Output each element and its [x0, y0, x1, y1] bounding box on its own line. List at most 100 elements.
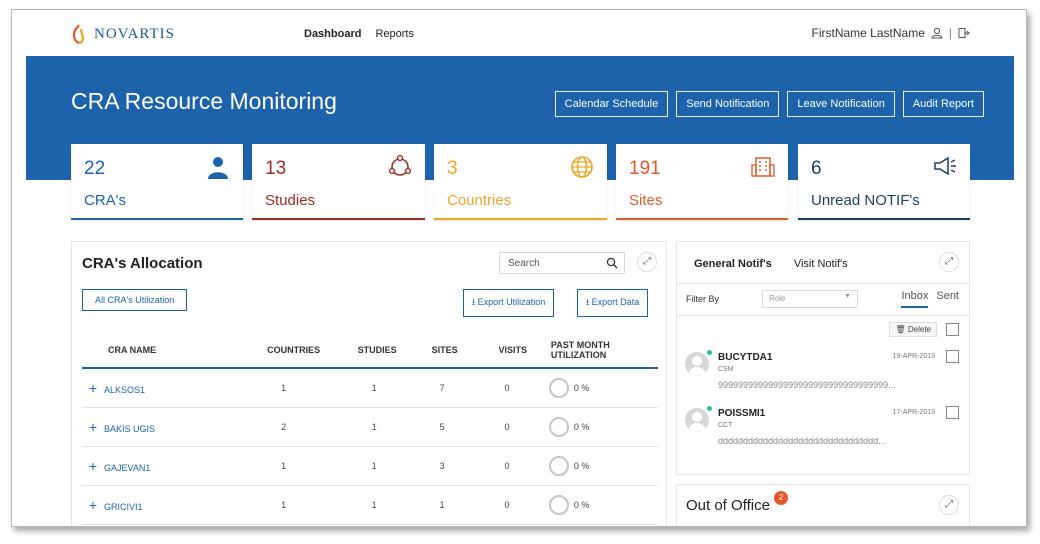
- filter-by-label: Filter By: [686, 294, 720, 304]
- mailbox-toggle: Inbox Sent: [901, 290, 959, 308]
- send-notification-button[interactable]: Send Notification: [676, 91, 780, 117]
- stat-underline: [71, 218, 243, 220]
- table-row[interactable]: + BAKIS UGIS 2 1 5 0 0 %: [82, 407, 658, 447]
- visits-cell: 0: [496, 407, 549, 447]
- allocation-search-input[interactable]: Search: [499, 252, 625, 274]
- app-window: NOVARTIS Dashboard Reports FirstName Las…: [11, 9, 1027, 527]
- utilization-cell: 0 %: [548, 485, 658, 525]
- utilization-value: 0 %: [573, 460, 590, 471]
- download-icon: ⭳: [472, 297, 476, 307]
- col-cra-name[interactable]: CRA NAME: [82, 332, 266, 369]
- table-row[interactable]: + GAJEVAN1 1 1 3 0 0 %: [82, 446, 658, 486]
- sent-tab[interactable]: Sent: [936, 290, 959, 302]
- expand-row-icon[interactable]: +: [88, 457, 98, 474]
- col-sites[interactable]: SITES: [429, 332, 497, 369]
- stat-value: 13: [265, 158, 287, 179]
- select-all-checkbox[interactable]: [946, 323, 959, 336]
- export-utilization-button[interactable]: ⭳ Export Utilization: [463, 289, 555, 317]
- cra-name[interactable]: BAKIS UGIS: [104, 423, 156, 434]
- user-profile-icon[interactable]: [931, 27, 943, 39]
- expand-icon[interactable]: ⤢: [637, 252, 657, 272]
- novartis-flame-icon: [72, 24, 85, 44]
- notification-item[interactable]: POISSMI1 CCT 17-APR-2019 ddddddddddddddd…: [685, 406, 961, 452]
- audit-report-button[interactable]: Audit Report: [902, 91, 984, 117]
- allocation-title: CRA's Allocation: [82, 255, 203, 272]
- inbox-tab[interactable]: Inbox: [901, 290, 929, 308]
- tab-general-notifs[interactable]: General Notif's: [694, 258, 772, 270]
- cra-allocation-panel: CRA's Allocation Search ⤢ All CRA's Util…: [71, 241, 667, 526]
- stat-label: CRA's: [84, 192, 127, 209]
- stat-value: 22: [84, 158, 106, 179]
- utilization-cell: 0 %: [548, 446, 658, 486]
- notifications-panel: General Notif's Visit Notif's ⤢ Filter B…: [676, 241, 970, 475]
- out-of-office-panel: Out of Office 2 ⤢: [676, 484, 970, 526]
- expand-row-icon[interactable]: +: [88, 379, 98, 396]
- table-row[interactable]: + ALKSOS1 1 1 7 0 0 %: [82, 368, 658, 408]
- utilization-ring: [548, 455, 569, 476]
- utilization-cell: 0 %: [548, 407, 658, 447]
- stat-card-sites[interactable]: 191 Sites: [616, 144, 788, 220]
- all-cras-utilization-button[interactable]: All CRA's Utilization: [82, 289, 188, 311]
- utilization-value: 0 %: [573, 382, 590, 393]
- expand-icon[interactable]: ⤢: [939, 252, 959, 272]
- visits-cell: 0: [496, 368, 549, 408]
- megaphone-icon: [934, 156, 956, 176]
- download-icon: ⭳: [586, 297, 590, 307]
- notification-checkbox[interactable]: [946, 406, 959, 419]
- export-data-button[interactable]: ⭳ Export Data: [577, 289, 649, 317]
- leave-notification-button[interactable]: Leave Notification: [787, 91, 895, 117]
- col-past-month-utilization[interactable]: PAST MONTH UTILIZATION: [548, 332, 658, 369]
- utilization-value: 0 %: [573, 499, 590, 510]
- cra-name[interactable]: GRICIVI1: [104, 501, 143, 512]
- avatar: [685, 408, 709, 432]
- chevron-down-icon: ▼: [844, 293, 851, 300]
- notification-tabs: General Notif's Visit Notif's: [694, 258, 848, 270]
- col-countries[interactable]: COUNTRIES: [265, 332, 356, 369]
- notification-sender: BUCYTDA1: [718, 352, 773, 363]
- role-select[interactable]: Role ▼: [762, 290, 858, 308]
- notification-sender: POISSMI1: [718, 408, 766, 419]
- stat-underline: [616, 218, 788, 220]
- delete-label: Delete: [907, 325, 931, 334]
- utilization-cell: 0 %: [548, 368, 658, 408]
- stat-card-studies[interactable]: 13 Studies: [252, 144, 425, 220]
- col-studies[interactable]: STUDIES: [355, 332, 430, 369]
- stat-label: Countries: [447, 192, 512, 209]
- countries-cell: 1: [265, 368, 356, 408]
- calendar-schedule-button[interactable]: Calendar Schedule: [554, 91, 669, 117]
- user-name[interactable]: FirstName LastName: [811, 26, 925, 40]
- table-row[interactable]: + GRICIVI1 1 1 1 0 0 %: [82, 485, 658, 525]
- stat-card-cras[interactable]: 22 CRA's: [71, 144, 243, 220]
- avatar: [685, 352, 709, 376]
- col-visits[interactable]: VISITS: [496, 332, 549, 369]
- expand-row-icon[interactable]: +: [88, 496, 98, 513]
- expand-icon[interactable]: ⤢: [939, 495, 959, 515]
- countries-cell: 1: [265, 485, 356, 525]
- logout-icon[interactable]: [958, 27, 970, 39]
- online-status-dot: [707, 406, 712, 411]
- trash-icon: 🗑: [895, 325, 906, 334]
- top-bar: NOVARTIS Dashboard Reports FirstName Las…: [12, 10, 1026, 56]
- notification-item[interactable]: BUCYTDA1 CSM 19-APR-2019 999999999999999…: [685, 350, 961, 396]
- stat-card-countries[interactable]: 3 Countries: [434, 144, 607, 220]
- tab-visit-notifs[interactable]: Visit Notif's: [793, 258, 848, 270]
- notification-role: CCT: [718, 422, 733, 429]
- nav-dashboard[interactable]: Dashboard: [304, 28, 362, 40]
- nav-reports[interactable]: Reports: [375, 28, 414, 40]
- expand-row-icon[interactable]: +: [88, 418, 98, 435]
- notification-date: 17-APR-2019: [892, 409, 935, 416]
- notification-checkbox[interactable]: [946, 350, 959, 363]
- user-icon: [208, 157, 228, 179]
- search-placeholder: Search: [508, 258, 540, 269]
- delete-button[interactable]: 🗑 Delete: [889, 322, 937, 337]
- utilization-ring: [548, 377, 569, 398]
- online-status-dot: [707, 350, 712, 355]
- sites-cell: 5: [429, 407, 497, 447]
- utilization-ring: [548, 494, 569, 515]
- brand-logo[interactable]: NOVARTIS: [70, 24, 175, 44]
- stat-card-unread-notifs[interactable]: 6 Unread NOTIF's: [798, 144, 970, 220]
- banner-actions: Calendar Schedule Send Notification Leav…: [554, 91, 984, 117]
- table-header-row: CRA NAME COUNTRIES STUDIES SITES VISITS …: [82, 332, 658, 369]
- cra-name[interactable]: GAJEVAN1: [104, 462, 151, 473]
- cra-name[interactable]: ALKSOS1: [104, 384, 146, 395]
